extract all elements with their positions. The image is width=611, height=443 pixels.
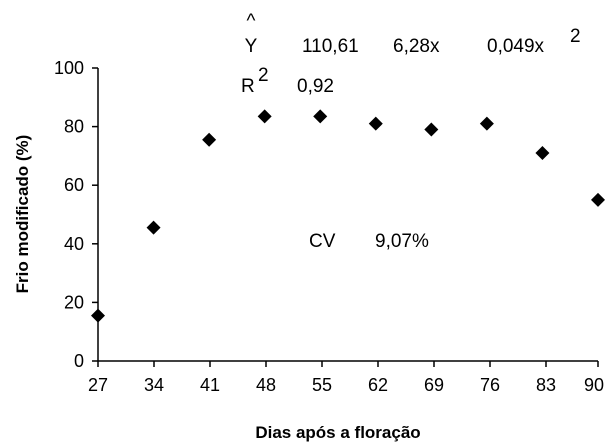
y-tick-label: 100 [54, 58, 84, 78]
annotations: ^ Y 110,61 6,28x 0,049x 2 R 2 0,92 CV 9,… [241, 11, 581, 252]
cv-value: 9,07% [375, 231, 429, 252]
y-tick-label: 60 [64, 175, 84, 195]
y-axis-label: Frio modificado (%) [13, 135, 32, 294]
equation-b2-exponent: 2 [570, 26, 581, 47]
x-tick-label: 76 [480, 375, 500, 395]
equation-lhs: Y [245, 36, 258, 57]
x-axis: 27 34 41 48 55 62 69 76 83 90 [88, 360, 604, 395]
x-tick-marks [97, 361, 599, 367]
data-point [313, 109, 328, 124]
equation-b2-term: 0,049x [487, 36, 545, 57]
y-tick-label: 40 [64, 234, 84, 254]
r2-value: 0,92 [297, 76, 334, 97]
plot-area [91, 109, 605, 323]
data-point [424, 122, 439, 137]
data-point [91, 308, 105, 323]
y-tick-labels: 0 20 40 60 80 100 [54, 58, 84, 371]
data-point [146, 220, 161, 235]
y-tick-label: 20 [64, 292, 84, 312]
data-point [202, 132, 217, 147]
y-tick-label: 0 [74, 351, 84, 371]
cv-label: CV [309, 231, 336, 252]
data-point [535, 145, 550, 160]
y-tick-label: 80 [64, 117, 84, 137]
equation-b1-term: 6,28x [393, 36, 440, 57]
equation-hat: ^ [247, 11, 256, 32]
cv: CV 9,07% [309, 231, 429, 252]
r2-exponent: 2 [258, 65, 269, 86]
regression-equation: ^ Y 110,61 6,28x 0,049x 2 [245, 11, 581, 57]
x-tick-label: 90 [584, 375, 604, 395]
x-tick-label: 27 [88, 375, 108, 395]
r2-label: R [241, 76, 255, 97]
data-point [257, 109, 272, 124]
x-tick-label: 41 [200, 375, 220, 395]
x-tick-label: 34 [144, 375, 164, 395]
x-tick-label: 48 [256, 375, 276, 395]
r-squared: R 2 0,92 [241, 65, 334, 97]
y-tick-marks [92, 67, 98, 362]
data-point [479, 116, 494, 131]
x-axis-label: Dias após a floração [255, 423, 420, 442]
x-tick-label: 55 [312, 375, 332, 395]
equation-b0: 110,61 [302, 36, 359, 57]
x-tick-label: 83 [536, 375, 556, 395]
x-tick-label: 62 [368, 375, 388, 395]
data-point [368, 116, 383, 131]
x-tick-labels: 27 34 41 48 55 62 69 76 83 90 [88, 375, 604, 395]
data-point [591, 192, 605, 207]
x-tick-label: 69 [424, 375, 444, 395]
y-axis: 0 20 40 60 80 100 [54, 58, 99, 371]
